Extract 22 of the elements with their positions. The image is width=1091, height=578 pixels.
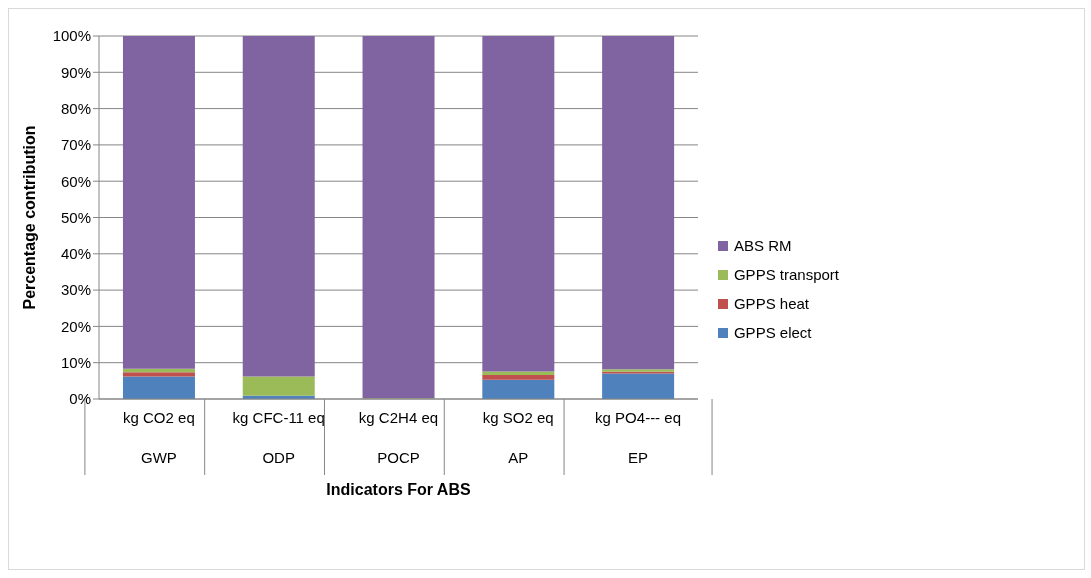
category-label: kg CO2 eq GWP [123,409,195,466]
category-label: kg PO4--- eq EP [595,409,681,466]
y-tick-label: 40% [60,245,91,263]
legend-label: GPPS heat [733,295,809,312]
y-tick-label: 70% [60,136,91,154]
y-tick-label: 0% [69,390,91,408]
category-label: kg SO2 eq AP [482,409,554,466]
y-tick-label: 20% [60,317,91,335]
y-axis-title: Percentage contribution [20,125,38,310]
y-tick-label: 80% [60,99,91,117]
y-tick-label: 30% [60,281,91,299]
y-tick-label: 100% [52,27,91,45]
legend-label: ABS RM [733,237,792,254]
category-label: kg C2H4 eq POCP [358,409,439,466]
legend-label: GPPS elect [733,324,812,341]
y-tick-label: 60% [60,172,91,190]
y-tick-label: 50% [60,208,91,226]
x-axis-title: Indicators For ABS [326,481,471,498]
y-tick-label: 90% [60,63,91,81]
legend-label: GPPS transport [733,266,839,283]
y-tick-label: 10% [60,354,91,372]
category-label: kg CFC-11 eq ODP [232,409,325,466]
